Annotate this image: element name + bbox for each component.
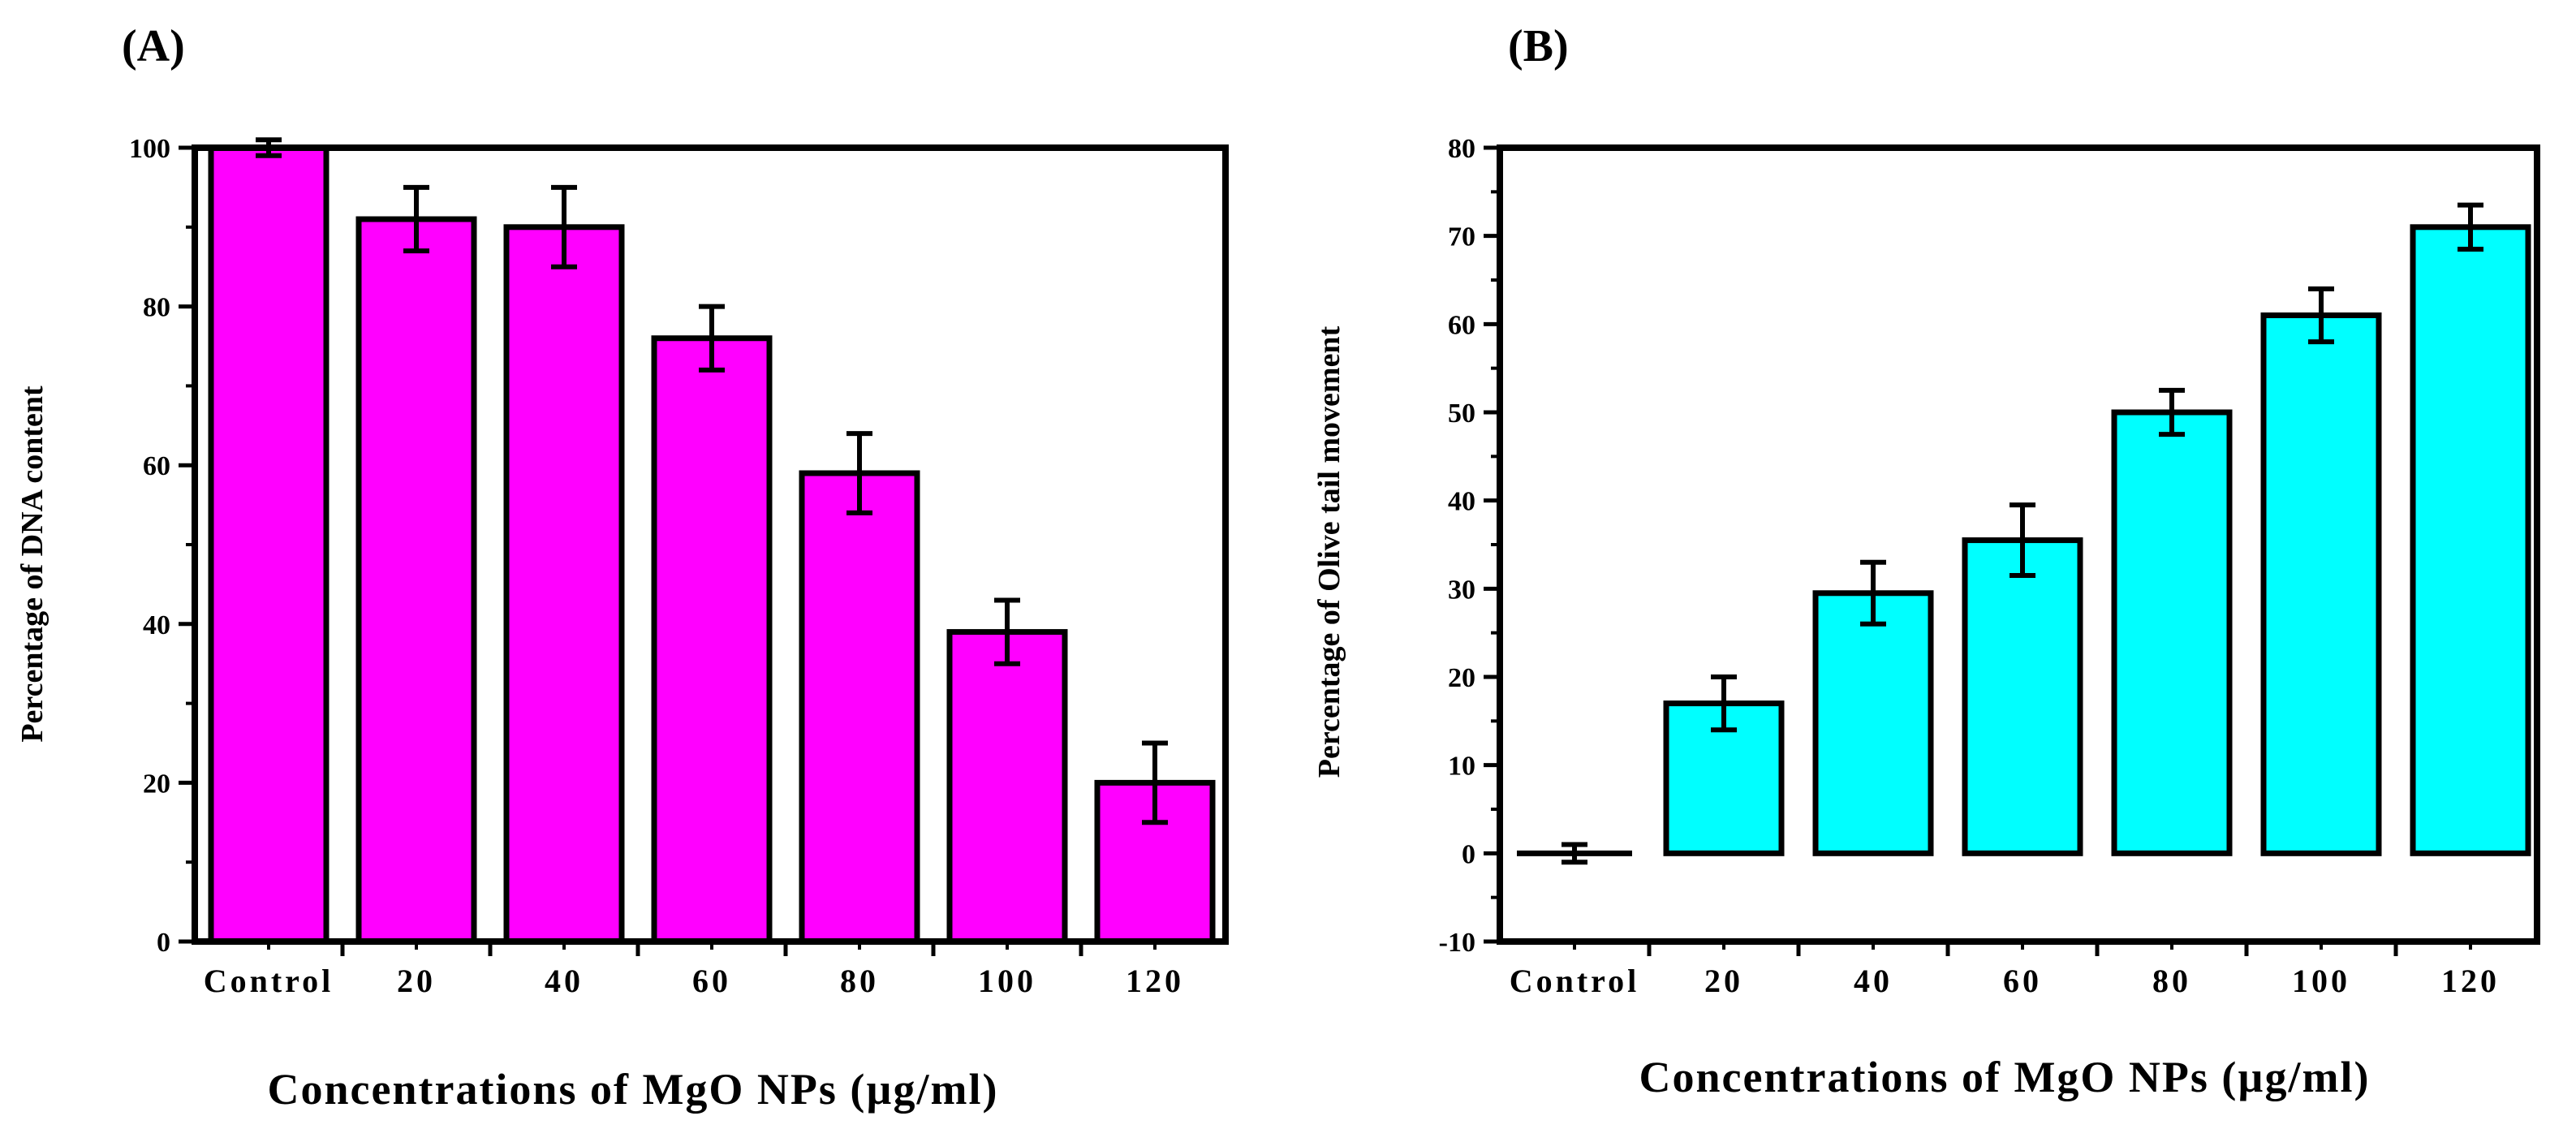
panel-a-y-tick-label-3: 60	[143, 451, 170, 481]
panel-a-bar-5	[946, 629, 1068, 945]
panel-b-x-tick-label-2: 40	[1854, 963, 1893, 999]
panel-a-y-tick-label-4: 80	[143, 293, 170, 323]
panel-a-bar-0	[208, 144, 330, 945]
panel-a-x-tick-label-3: 60	[692, 963, 731, 999]
panel-b-y-tick-label-7: 60	[1448, 310, 1475, 340]
panel-b-ticks: Control 20 40 60 80 100 120 -10 0 10 20 30 40 50 60 70 8…	[1439, 134, 2500, 999]
panel-b-error-bar-0	[1562, 842, 1587, 865]
panel-b-x-tick-label-6: 120	[2441, 963, 2500, 999]
panel-b-error-bars	[1562, 202, 2483, 865]
panel-b-bar-4	[2111, 409, 2233, 856]
panel-a-x-tick-label-2: 40	[545, 963, 584, 999]
panel-b-y-tick-label-8: 70	[1448, 222, 1475, 252]
panel-b-error-bar-4	[2159, 387, 2185, 437]
panel-b-bars	[1517, 224, 2531, 856]
panel-b-y-tick-label-6: 50	[1448, 399, 1475, 429]
panel-b-label: (B)	[1508, 21, 1569, 71]
panel-a-y-tick-label-1: 20	[143, 769, 170, 799]
panel-a-bars	[208, 144, 1216, 945]
panel-a-bar-2	[503, 224, 625, 945]
panel-b: (B) Percentage of Olive tail movement Co…	[1312, 21, 2540, 1101]
panel-b-x-tick-label-4: 80	[2152, 963, 2191, 999]
panel-b-y-tick-label-2: 10	[1448, 752, 1475, 782]
panel-b-y-tick-label-9: 80	[1448, 134, 1475, 164]
panel-a-label: (A)	[122, 21, 185, 71]
panel-a-bar-4	[799, 470, 920, 945]
panel-b-error-bar-2	[1860, 559, 1886, 627]
panel-a-error-bar-3	[699, 304, 725, 373]
panel-a-error-bar-5	[994, 597, 1020, 666]
panel-a-error-bar-6	[1142, 740, 1168, 825]
panel-a-x-tick-label-1: 20	[397, 963, 436, 999]
panel-a-bar-1	[355, 216, 477, 945]
panel-b-bar-2	[1812, 590, 1934, 856]
panel-a-y-tick-label-2: 40	[143, 610, 170, 640]
panel-b-y-tick-label-4: 30	[1448, 575, 1475, 605]
panel-a-y-tick-label-5: 100	[129, 134, 170, 164]
panel-a-x-tick-label-6: 120	[1126, 963, 1184, 999]
panel-b-x-tick-label-0: Control	[1510, 963, 1640, 999]
panel-b-error-bar-3	[2010, 502, 2035, 579]
panel-b-y-tick-label-1: 0	[1462, 839, 1475, 869]
panel-b-y-tick-label-5: 40	[1448, 487, 1475, 517]
panel-b-x-tick-label-1: 20	[1704, 963, 1743, 999]
panel-b-y-axis-title: Percentage of Olive tail movement	[1312, 325, 1346, 778]
panel-a-y-tick-label-0: 0	[157, 928, 170, 958]
panel-a: (A) Percentage of DNA content Concentrat…	[15, 21, 1229, 1114]
panel-b-x-tick-label-5: 100	[2292, 963, 2350, 999]
panel-a-y-axis-title: Percentage of DNA content	[15, 386, 50, 743]
panel-b-bar-3	[1962, 537, 2083, 856]
panel-b-error-bar-5	[2308, 286, 2334, 345]
panel-b-x-tick-label-3: 60	[2003, 963, 2042, 999]
panel-a-error-bars	[256, 137, 1168, 825]
panel-a-x-axis-title: Concentrations of MgO NPs (µg/ml)	[268, 1065, 999, 1114]
panel-b-x-axis-title: Concentrations of MgO NPs (µg/ml)	[1639, 1053, 2371, 1101]
panel-a-bar-3	[651, 335, 773, 945]
panel-a-error-bar-4	[846, 431, 872, 515]
panel-b-y-tick-label-3: 20	[1448, 663, 1475, 693]
panel-b-bar-5	[2260, 312, 2382, 856]
panel-a-ticks: Control 20 40 60 80 100 120 0 20 40 60 80 100	[129, 134, 1184, 999]
panel-b-error-bar-6	[2458, 202, 2483, 252]
panel-a-error-bar-1	[403, 184, 429, 254]
panel-b-bar-6	[2410, 224, 2531, 856]
panel-a-x-tick-label-5: 100	[978, 963, 1036, 999]
panel-a-error-bar-2	[551, 184, 577, 269]
panel-a-x-tick-label-4: 80	[840, 963, 879, 999]
panel-a-x-tick-label-0: Control	[204, 963, 334, 999]
panel-b-y-tick-label-0: -10	[1439, 928, 1475, 958]
panel-b-error-bar-1	[1711, 674, 1737, 733]
